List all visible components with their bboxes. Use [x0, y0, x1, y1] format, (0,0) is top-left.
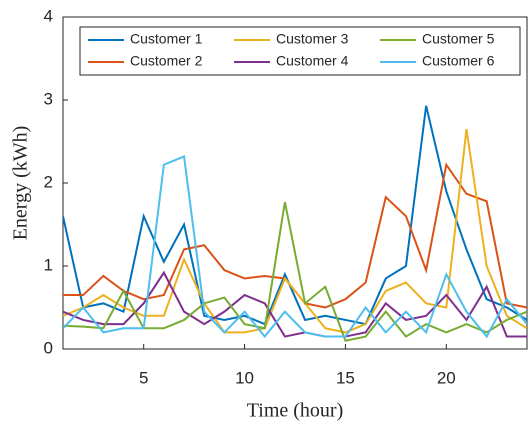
series-line [63, 201, 527, 342]
y-axis-label: Energy (kWh) [10, 126, 32, 241]
series-line [63, 155, 527, 339]
series-line [63, 270, 527, 338]
y-tick-label: 1 [44, 255, 53, 274]
y-tick-label: 2 [44, 172, 53, 191]
x-tick-label: 10 [235, 368, 254, 387]
legend-label: Customer 3 [276, 31, 349, 47]
series-line [63, 128, 527, 334]
legend-label: Customer 6 [422, 53, 495, 69]
legend-box [79, 26, 521, 76]
series-line [63, 105, 527, 326]
y-tick-label: 3 [44, 89, 53, 108]
lines [63, 105, 527, 342]
legend-label: Customer 1 [130, 31, 203, 47]
x-tick-label: 20 [437, 368, 456, 387]
legend-label: Customer 2 [130, 53, 203, 69]
y-tick-label: 0 [44, 338, 53, 357]
x-tick-label: 15 [336, 368, 355, 387]
x-axis-label: Time (hour) [247, 400, 343, 422]
legend-label: Customer 4 [276, 53, 349, 69]
legend-label: Customer 5 [422, 31, 495, 47]
x-tick-label: 5 [139, 368, 148, 387]
y-tick-label: 4 [44, 6, 53, 25]
